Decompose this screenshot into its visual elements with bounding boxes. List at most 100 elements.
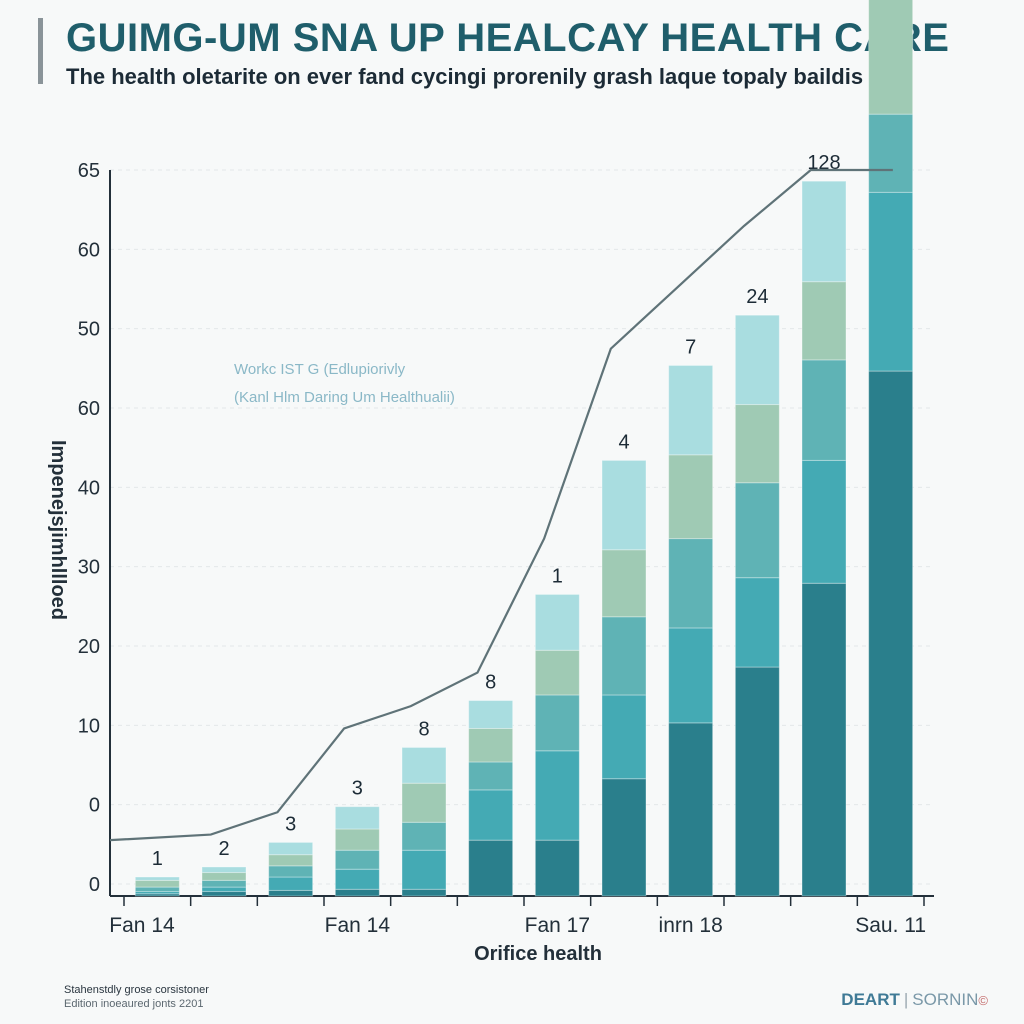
title-accent-bar: [38, 18, 43, 84]
copyright-mark: ©: [978, 993, 988, 1008]
bar-segment: [201, 872, 247, 881]
x-tick-label: Fan 14: [325, 914, 391, 937]
brand-suffix: SORNIN: [912, 990, 979, 1009]
y-tick-label: 40: [78, 477, 100, 499]
y-tick-label: 30: [78, 557, 100, 579]
bar-data-label: 8: [418, 718, 429, 740]
bar-segment: [734, 482, 780, 579]
bar-data-label: 3: [352, 778, 363, 800]
x-tick-label: Fan 14: [109, 914, 175, 937]
bar-segment: [334, 828, 380, 851]
bar-data-label: 2: [218, 838, 229, 860]
bar-segment: [801, 180, 847, 283]
bar-segment: [268, 841, 314, 856]
bar-data-label: 24: [746, 286, 768, 308]
bar-segment: [534, 839, 580, 897]
bar-segment: [734, 404, 780, 484]
bar-segment: [734, 314, 780, 406]
y-tick-label: 60: [78, 398, 100, 420]
y-tick-label: 65: [78, 160, 100, 182]
bar-segment: [734, 577, 780, 668]
bar-data-label: 128: [807, 152, 840, 174]
bar-segment: [801, 359, 847, 461]
brand-separator: |: [903, 990, 909, 1009]
footer-edition-note: Edition inoeaured jonts 2201: [64, 998, 204, 1010]
x-tick-label: Sau. 11: [855, 914, 926, 937]
bar-segment: [668, 454, 714, 540]
bar-segment: [601, 778, 647, 897]
bar-segment: [134, 876, 180, 881]
bar-data-label: 1: [152, 848, 163, 870]
x-axis-title: Orifice health: [474, 943, 602, 965]
footer-source-note: Stahenstdly grose corsistoner: [64, 984, 209, 996]
x-tick-label: Fan 17: [525, 914, 590, 937]
bar-segment: [601, 459, 647, 551]
bar-segment: [268, 865, 314, 878]
bar-segment: [601, 694, 647, 780]
y-tick-label: 10: [78, 715, 100, 737]
bar-segment: [734, 666, 780, 897]
y-axis-title: Impenejsjimhllloed: [47, 440, 69, 620]
bar-segment: [868, 113, 914, 193]
bar-segment: [268, 876, 314, 891]
bar-data-label: 8: [485, 672, 496, 694]
bar-segment: [201, 866, 247, 874]
bar-segment: [468, 789, 514, 841]
bar-segment: [334, 868, 380, 890]
trend-line: [109, 168, 893, 842]
brand-logo: DEART | SORNIN©: [841, 990, 988, 1010]
x-tick-label: inrn 18: [659, 914, 723, 937]
bar-segment: [334, 888, 380, 897]
bar-segment: [268, 854, 314, 867]
bar-segment: [868, 0, 914, 115]
bar-segment: [601, 616, 647, 696]
y-tick-label: 60: [78, 239, 100, 261]
bar-data-label: 1: [552, 565, 563, 587]
bar-segment: [401, 888, 447, 897]
brand-name: DEART: [841, 990, 900, 1009]
bar-segment: [668, 364, 714, 456]
bar-segment: [868, 370, 914, 897]
bar-segment: [401, 746, 447, 784]
bar-segment: [401, 821, 447, 851]
bar-segment: [601, 549, 647, 618]
bar-segment: [534, 593, 580, 651]
y-tick-label: 0: [89, 795, 100, 817]
bar-segment: [268, 889, 314, 897]
bar-data-label: 3: [285, 813, 296, 835]
bar-segment: [801, 459, 847, 584]
bar-segment: [468, 761, 514, 791]
bar-segment: [468, 727, 514, 763]
y-tick-label: 0: [89, 874, 100, 896]
bar-segment: [468, 700, 514, 729]
bar-segment: [801, 281, 847, 361]
bar-segment: [668, 538, 714, 629]
bar-segment: [868, 191, 914, 372]
bar-segment: [401, 849, 447, 890]
bar-data-label: 4: [618, 431, 629, 453]
bar-segment: [334, 806, 380, 830]
chart-subtitle: The health oletarite on ever fand cycing…: [66, 64, 864, 89]
y-tick-label: 20: [78, 636, 100, 658]
bar-segment: [401, 782, 447, 823]
bar-segment: [468, 839, 514, 897]
chart-title: GUIMG-UM SNA UP HEALCAY HEALTH CARE: [66, 16, 950, 60]
bar-segment: [201, 886, 247, 893]
bar-segment: [668, 627, 714, 724]
bar-data-label: 7: [685, 336, 696, 358]
bar-segment: [534, 649, 580, 696]
bar-segment: [334, 849, 380, 870]
bar-segment: [134, 886, 180, 893]
bar-segment: [801, 582, 847, 897]
y-tick-label: 50: [78, 319, 100, 341]
bar-segment: [534, 750, 580, 841]
bar-segment: [134, 879, 180, 888]
bar-segment: [134, 893, 180, 897]
bar-segment: [201, 891, 247, 897]
bar-segment: [534, 694, 580, 752]
chart-annotation: (Kanl Hlm Daring Um Healthualii): [234, 389, 455, 406]
bar-segment: [668, 722, 714, 897]
bar-segment: [201, 879, 247, 888]
chart-annotation: Workc IST G (Edlupiorivly: [234, 361, 406, 378]
